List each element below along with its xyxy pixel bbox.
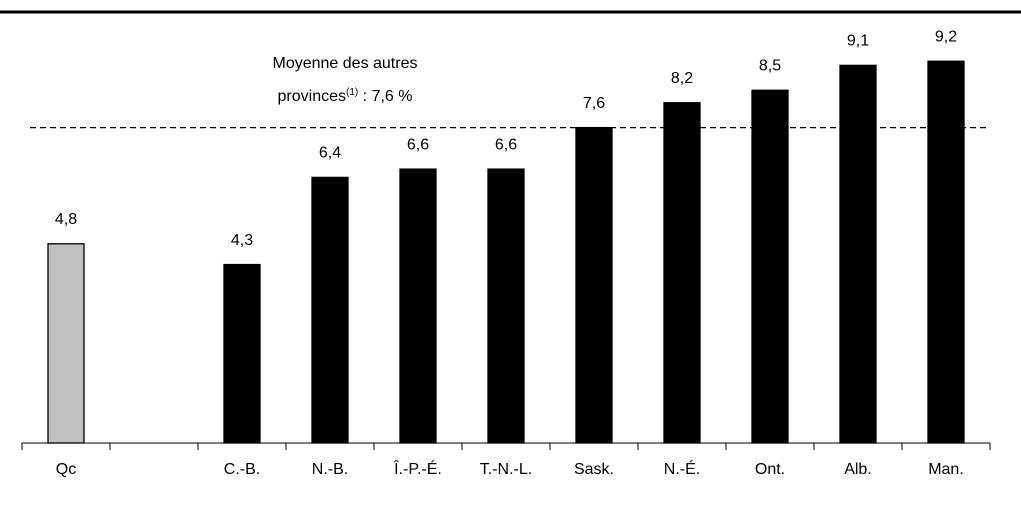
reference-label: Moyenne des autres xyxy=(273,55,418,72)
reference-label: provinces(1) : 7,6 % xyxy=(278,87,413,106)
bar xyxy=(575,126,613,444)
bar xyxy=(223,263,261,444)
x-tick-label: Qc xyxy=(56,461,76,478)
bar xyxy=(663,102,701,444)
bar xyxy=(399,168,437,444)
value-label: 4,8 xyxy=(55,211,77,228)
x-tick-label: Alb. xyxy=(844,461,872,478)
value-label: 6,4 xyxy=(319,145,341,162)
footnote-mark: (1) xyxy=(346,87,358,98)
value-label: 9,1 xyxy=(847,33,869,50)
bar xyxy=(751,89,789,444)
x-tick-label: Sask. xyxy=(574,461,614,478)
x-tick-label: C.-B. xyxy=(224,461,260,478)
bar xyxy=(311,176,349,444)
value-label: 6,6 xyxy=(407,136,429,153)
x-tick-label: N.-É. xyxy=(664,459,700,478)
x-tick-label: Man. xyxy=(928,461,964,478)
reference-label: provinces xyxy=(278,88,346,105)
value-label: 9,2 xyxy=(935,28,957,45)
x-tick-label: Î.-P.-É. xyxy=(393,459,442,478)
bar xyxy=(927,60,965,444)
reference-label: : 7,6 % xyxy=(358,88,412,105)
value-label: 8,2 xyxy=(671,70,693,87)
x-tick-label: N.-B. xyxy=(312,461,348,478)
bar xyxy=(47,243,85,444)
bar xyxy=(839,64,877,444)
value-label: 6,6 xyxy=(495,136,517,153)
bar xyxy=(487,168,525,444)
x-tick-label: T.-N.-L. xyxy=(480,461,532,478)
value-label: 8,5 xyxy=(759,57,781,74)
value-label: 4,3 xyxy=(231,232,253,249)
x-tick-label: Ont. xyxy=(755,461,785,478)
value-label: 7,6 xyxy=(583,95,605,112)
